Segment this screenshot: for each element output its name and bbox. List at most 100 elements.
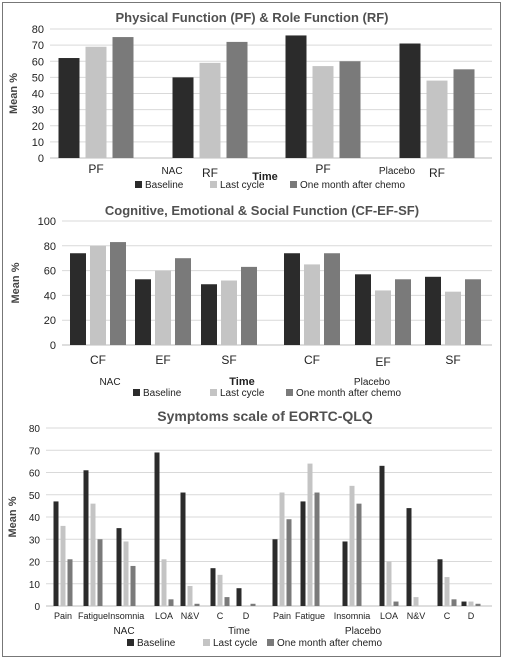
bar [116,528,122,606]
bar [279,492,285,606]
bar [241,266,257,345]
bar [168,599,174,606]
legend-swatch [210,389,217,396]
legend-swatch [210,181,217,188]
legend-label: Baseline [137,638,176,649]
bar [349,485,355,606]
chart-title: Symptoms scale of EORTC-QLQ [157,408,373,424]
bar [453,69,475,158]
bar [161,559,167,606]
category-label: EF [155,353,170,367]
category-label: N&V [407,611,426,621]
category-label: PF [88,162,103,176]
legend-label: Baseline [143,388,182,399]
bar [112,37,134,158]
legend-label: One month after chemo [277,638,382,649]
legend-swatch [133,389,140,396]
y-tick-label: 20 [29,558,41,569]
bar [426,80,448,158]
legend-label: One month after chemo [300,180,405,191]
bar [393,601,399,606]
bar [307,463,313,606]
bar [236,588,242,606]
group-label: Placebo [354,377,391,388]
bar [172,77,194,158]
bar [342,541,348,606]
bar [286,519,292,606]
bar [60,525,66,606]
category-label: RF [202,166,218,180]
bar [90,245,106,345]
bar [312,66,334,158]
bar [379,465,385,606]
y-tick-label: 50 [29,491,41,502]
y-tick-label: 0 [34,602,40,613]
bar [180,492,186,606]
bar [284,253,300,345]
group-label: Placebo [379,166,416,177]
y-axis-label: Mean % [8,73,20,114]
y-tick-label: 20 [32,121,44,133]
y-tick-label: 80 [29,424,41,435]
bar [386,561,392,606]
bar [210,568,216,606]
legend-swatch [286,389,293,396]
bar [272,539,278,606]
legend-label: Last cycle [213,638,258,649]
y-tick-label: 10 [29,580,41,591]
bar [314,492,320,606]
group-label: NAC [161,166,182,177]
y-tick-label: 20 [44,315,56,327]
category-label: CF [90,353,106,367]
category-label: SF [221,353,236,367]
bar [187,585,193,606]
bar [475,603,481,606]
bar [83,470,89,606]
bar [224,597,230,606]
y-tick-label: 30 [29,535,41,546]
group-label: NAC [99,377,120,388]
category-label: Fatigue [295,611,325,621]
bar [461,601,467,606]
y-tick-label: 0 [38,153,44,165]
category-label: Pain [273,611,291,621]
y-tick-label: 60 [44,266,56,278]
bar [85,46,107,158]
category-label: N&V [181,611,200,621]
y-tick-label: 30 [32,105,44,117]
legend-swatch [290,181,297,188]
chart-title: Physical Function (PF) & Role Function (… [116,10,389,25]
bar [221,280,237,345]
bar [413,597,419,606]
bar [356,503,362,606]
category-label: EF [375,355,390,369]
bar [201,284,217,345]
bar [226,41,248,158]
bar [130,565,136,606]
category-label: Insomnia [334,611,371,621]
bar [465,279,481,345]
category-label: D [243,611,250,621]
y-tick-label: 80 [32,24,44,36]
legend-swatch [135,181,142,188]
y-tick-label: 40 [44,290,56,302]
chart-title: Cognitive, Emotional & Social Function (… [105,203,419,218]
y-tick-label: 60 [32,56,44,68]
category-label: CF [304,353,320,367]
bar [217,574,223,606]
category-label: RF [429,166,445,180]
y-tick-label: 60 [29,469,41,480]
category-label: Insomnia [108,611,145,621]
category-label: LOA [155,611,173,621]
y-axis-label: Mean % [7,496,19,537]
bar [406,508,412,606]
bar [451,599,457,606]
legend-label: One month after chemo [296,388,401,399]
bar [123,541,129,606]
bar [425,276,441,345]
bar [175,258,191,345]
bar [199,62,221,158]
legend-label: Baseline [145,180,184,191]
bar [67,559,73,606]
